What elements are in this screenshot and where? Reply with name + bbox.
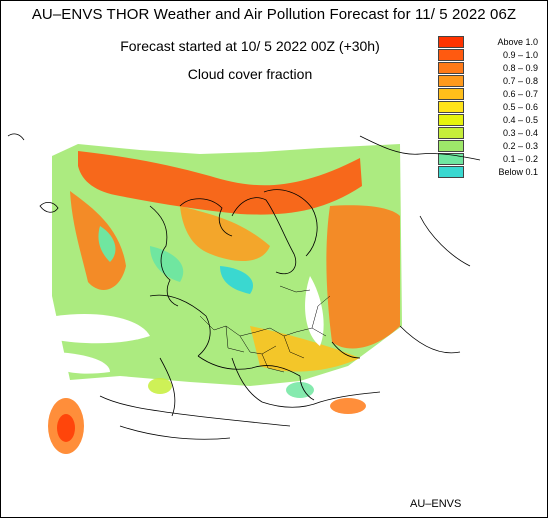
coastlines	[7, 133, 481, 440]
variable-label: Cloud cover fraction	[187, 66, 313, 82]
legend-label: 0.3 – 0.4	[502, 128, 538, 138]
legend-label: 0.2 – 0.3	[502, 141, 538, 151]
legend-label: Below 0.1	[498, 167, 538, 177]
country-borders	[199, 285, 331, 373]
legend-swatch	[438, 36, 464, 48]
legend-swatch	[438, 88, 464, 100]
legend-label: 0.1 – 0.2	[502, 154, 538, 164]
legend-label: 0.5 – 0.6	[502, 102, 538, 112]
legend-label: Above 1.0	[497, 37, 538, 47]
legend-swatch	[438, 114, 464, 126]
legend-row: 0.4 – 0.5	[438, 114, 538, 128]
map-svg	[7, 133, 481, 454]
legend-label: 0.8 – 0.9	[502, 63, 538, 73]
legend-swatch	[438, 101, 464, 113]
legend-swatch	[438, 127, 464, 139]
cloud-patches	[48, 378, 366, 454]
legend-row: 0.3 – 0.4	[438, 127, 538, 141]
legend-swatch	[438, 62, 464, 74]
legend-swatch	[438, 75, 464, 87]
legend-swatch	[438, 49, 464, 61]
legend-row: 0.8 – 0.9	[438, 62, 538, 76]
forecast-subtitle: Forecast started at 10/ 5 2022 00Z (+30h…	[120, 38, 380, 54]
legend-row: 0.7 – 0.8	[438, 75, 538, 89]
legend-row: 0.6 – 0.7	[438, 88, 538, 102]
legend-swatch	[438, 140, 464, 152]
legend-label: 0.6 – 0.7	[502, 89, 538, 99]
legend-row: Below 0.1	[438, 166, 538, 180]
forecast-map	[0, 96, 548, 496]
legend-row: Above 1.0	[438, 36, 538, 50]
legend-row: 0.5 – 0.6	[438, 101, 538, 115]
legend-label: 0.9 – 1.0	[502, 50, 538, 60]
legend-row: 0.9 – 1.0	[438, 49, 538, 63]
forecast-title: AU–ENVS THOR Weather and Air Pollution F…	[31, 6, 517, 23]
cloud-field	[52, 144, 402, 386]
credit-label: AU–ENVS	[410, 498, 462, 510]
legend-label: 0.4 – 0.5	[502, 115, 538, 125]
legend-label: 0.7 – 0.8	[502, 76, 538, 86]
legend-swatch	[438, 166, 464, 178]
legend-row: 0.2 – 0.3	[438, 140, 538, 154]
